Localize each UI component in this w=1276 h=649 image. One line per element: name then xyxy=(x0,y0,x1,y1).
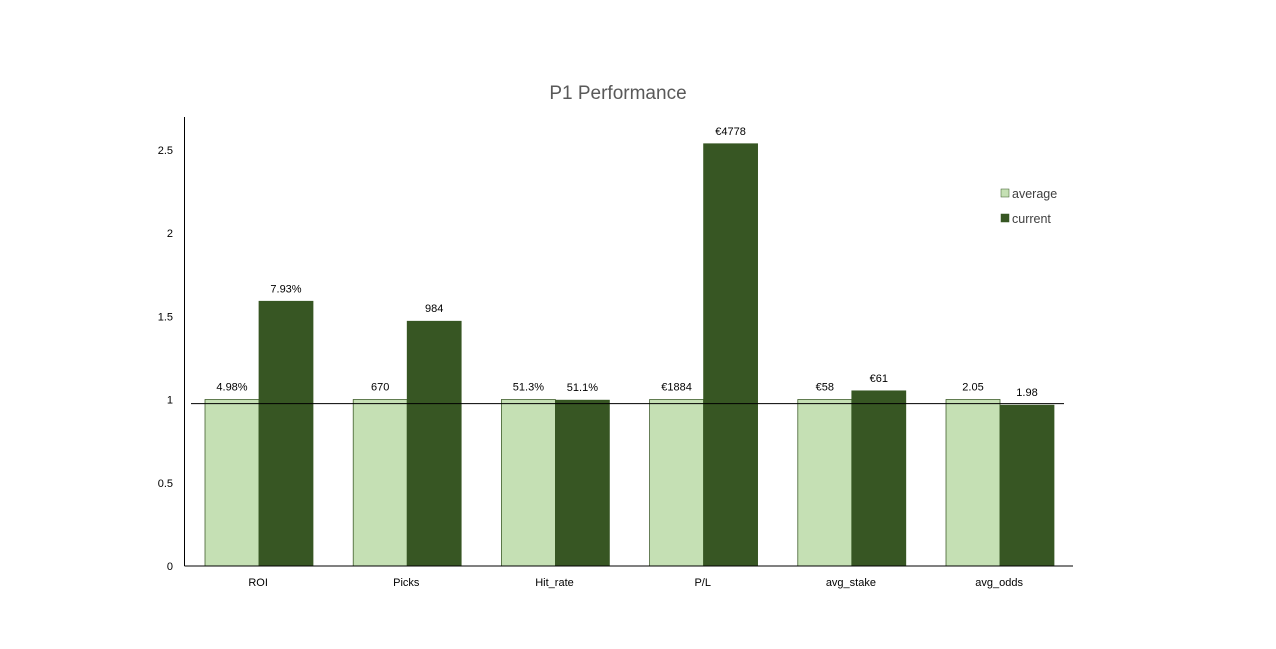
legend-swatch-average xyxy=(1000,188,1010,198)
y-tick-label: 0.5 xyxy=(158,478,173,490)
current-data-label: 984 xyxy=(425,303,443,315)
current-data-label: €61 xyxy=(870,373,888,385)
average-data-label: €1884 xyxy=(661,382,692,394)
current-bar xyxy=(258,300,314,567)
current-data-label: €4778 xyxy=(715,126,746,138)
current-data-label: 7.93% xyxy=(270,283,301,295)
average-data-label: 2.05 xyxy=(962,382,983,394)
legend-label-current: current xyxy=(1012,212,1051,226)
current-bar xyxy=(851,390,907,567)
current-bar xyxy=(406,320,462,567)
x-tick-label: avg_stake xyxy=(826,577,876,589)
average-data-label: 670 xyxy=(371,382,389,394)
plot-area: 0 0.5 1 1.5 2 2.5 4.98% 7.93% ROI 670 984 Picks 51.3… xyxy=(158,117,1073,589)
y-tick-label: 1 xyxy=(167,395,173,407)
x-tick-label: Hit_rate xyxy=(535,577,574,589)
average-data-label: 4.98% xyxy=(216,382,247,394)
x-tick-label: Picks xyxy=(393,577,420,589)
legend: average current xyxy=(1000,187,1057,226)
average-bar xyxy=(501,399,556,567)
legend-label-average: average xyxy=(1012,187,1057,201)
x-tick-label: avg_odds xyxy=(975,577,1023,589)
average-bar xyxy=(649,399,704,567)
x-tick-label: ROI xyxy=(248,577,268,589)
current-bar xyxy=(703,143,758,567)
average-bar xyxy=(204,399,260,567)
y-tick-label: 2 xyxy=(167,228,173,240)
chart-title: P1 Performance xyxy=(549,83,686,104)
legend-swatch-current xyxy=(1000,213,1010,223)
average-bar xyxy=(945,399,1001,567)
average-data-label: €58 xyxy=(816,382,834,394)
current-bar xyxy=(999,404,1055,567)
current-data-label: 1.98 xyxy=(1016,387,1037,399)
average-data-label: 51.3% xyxy=(513,382,544,394)
y-tick-label: 1.5 xyxy=(158,311,173,323)
average-bar xyxy=(352,399,408,567)
x-tick-label: P/L xyxy=(694,577,711,589)
current-data-label: 51.1% xyxy=(567,382,598,394)
current-bar xyxy=(555,399,610,567)
average-bar xyxy=(797,399,853,567)
y-tick-label: 2.5 xyxy=(158,145,173,157)
y-tick-label: 0 xyxy=(167,561,173,573)
